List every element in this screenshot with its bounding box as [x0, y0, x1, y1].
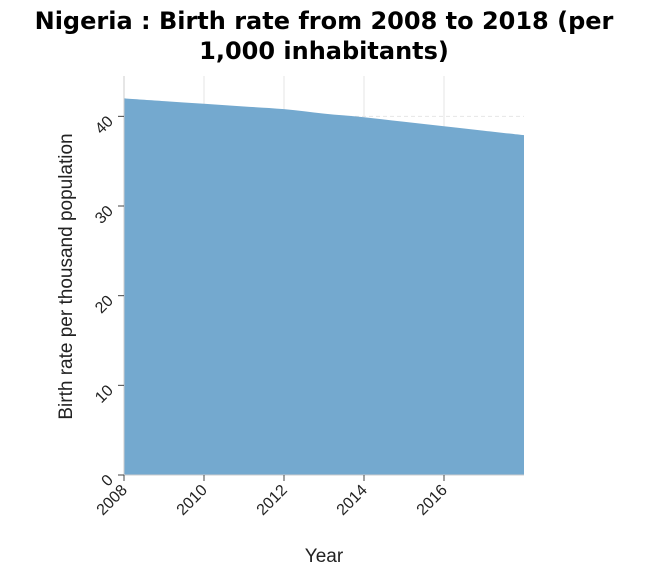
x-tick-label: 2014 [334, 482, 371, 519]
x-axis-ticks: 2008 2010 2012 2014 2016 [94, 475, 451, 519]
x-axis-title: Year [305, 546, 344, 567]
y-tick-label: 30 [92, 203, 117, 228]
area-series [124, 98, 524, 475]
area-series-fill [124, 98, 524, 475]
chart-title-line-2: 1,000 inhabitants) [199, 37, 449, 65]
chart-title-line-1: Nigeria : Birth rate from 2008 to 2018 (… [34, 7, 614, 35]
axes [123, 76, 524, 476]
chart-title: Nigeria : Birth rate from 2008 to 2018 (… [0, 6, 648, 66]
y-tick-label: 10 [92, 382, 117, 407]
x-tick-label: 2010 [174, 482, 211, 519]
x-tick-label: 2016 [414, 482, 451, 519]
y-tick-label: 40 [92, 113, 117, 138]
y-axis-title: Birth rate per thousand population [56, 133, 77, 419]
y-tick-label: 20 [92, 292, 117, 317]
x-tick-label: 2012 [254, 482, 291, 519]
